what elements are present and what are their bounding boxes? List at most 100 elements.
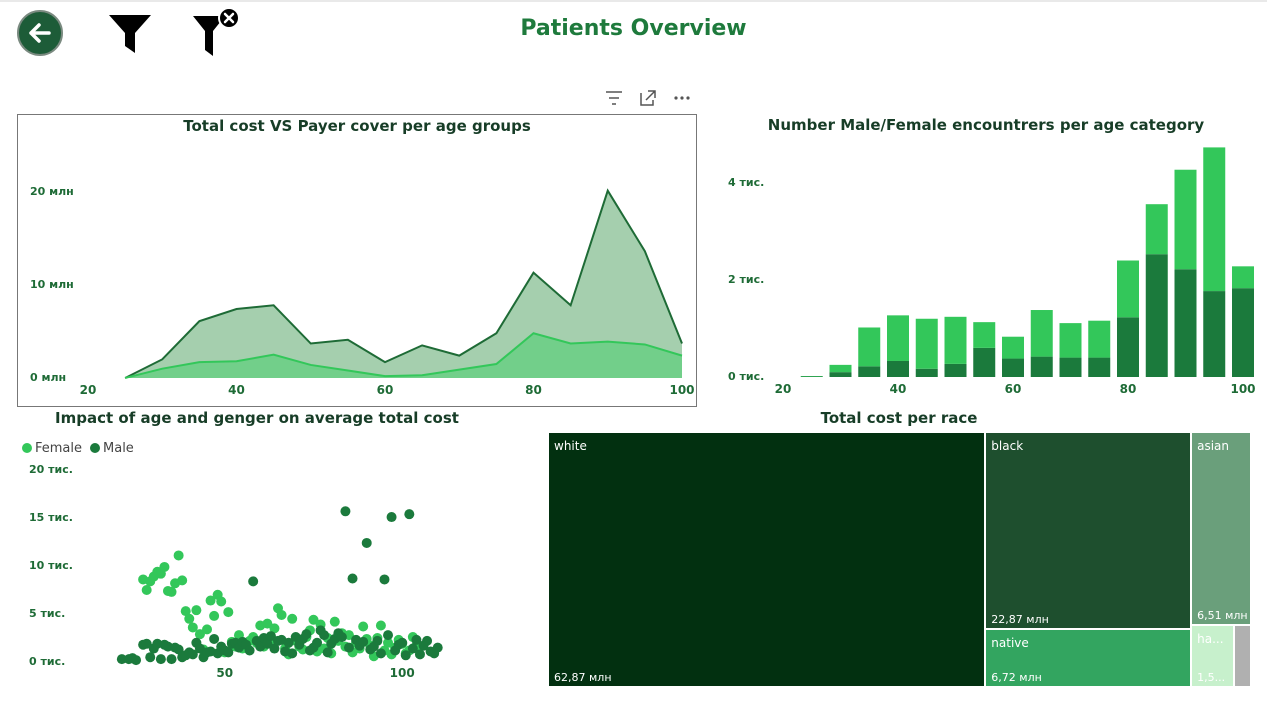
scatter-point-male[interactable] [372, 635, 383, 646]
scatter-point-male[interactable] [223, 647, 234, 658]
scatter-point-female[interactable] [223, 607, 234, 618]
scatter-point-male[interactable] [400, 650, 411, 661]
scatter-point-male[interactable] [407, 643, 418, 654]
cost-per-race-treemap[interactable]: white 62,87 млн black 22,87 млн native 6,72 м… [548, 432, 1251, 687]
scatter-point-male[interactable] [322, 647, 333, 658]
treemap-cell-native[interactable]: native 6,72 млн [985, 629, 1192, 687]
back-button[interactable] [17, 10, 63, 56]
bar-female[interactable] [1203, 147, 1226, 292]
scatter-point-male[interactable] [361, 537, 372, 548]
scatter-point-male[interactable] [301, 629, 312, 640]
scatter-point-male[interactable] [379, 574, 390, 585]
scatter-point-male[interactable] [173, 644, 184, 655]
scatter-point-female[interactable] [262, 618, 273, 629]
bar-male[interactable] [1002, 358, 1024, 377]
scatter-point-female[interactable] [269, 623, 280, 634]
scatter-point-male[interactable] [166, 654, 177, 665]
scatter-point-male[interactable] [336, 632, 347, 643]
treemap-cell-other[interactable] [1233, 624, 1251, 687]
bar-male[interactable] [858, 366, 881, 377]
bar-female[interactable] [1030, 310, 1053, 357]
scatter-point-male[interactable] [319, 630, 330, 641]
bar-female[interactable] [1088, 320, 1111, 358]
bar-female[interactable] [1002, 336, 1024, 359]
scatter-point-male[interactable] [209, 633, 220, 644]
scatter-point-male[interactable] [347, 573, 358, 584]
scatter-point-female[interactable] [329, 616, 340, 627]
scatter-point-female[interactable] [205, 595, 216, 606]
payer-cover-area[interactable] [125, 333, 682, 378]
scatter-point-male[interactable] [343, 642, 354, 653]
bar-male[interactable] [973, 347, 996, 377]
focus-mode-icon[interactable] [638, 88, 658, 108]
cost-vs-cover-chart[interactable]: Total cost VS Payer cover per age groups… [17, 114, 697, 407]
treemap-cell-ha[interactable]: ha... 1,5... [1191, 624, 1234, 687]
scatter-point-female[interactable] [202, 624, 213, 635]
scatter-point-male[interactable] [375, 648, 386, 659]
scatter-point-male[interactable] [432, 642, 443, 653]
scatter-point-male[interactable] [383, 630, 394, 641]
bar-male[interactable] [1174, 269, 1197, 377]
scatter-point-female[interactable] [187, 622, 198, 633]
scatter-point-male[interactable] [414, 649, 425, 660]
scatter-point-female[interactable] [177, 575, 188, 586]
scatter-point-male[interactable] [155, 654, 166, 665]
bar-female[interactable] [944, 316, 967, 364]
more-options-icon[interactable] [672, 88, 692, 108]
scatter-point-male[interactable] [269, 643, 280, 654]
scatter-point-female[interactable] [287, 613, 298, 624]
bar-male[interactable] [1145, 254, 1168, 377]
scatter-point-female[interactable] [383, 637, 394, 648]
scatter-point-female[interactable] [308, 614, 319, 625]
scatter-point-female[interactable] [375, 620, 386, 631]
clear-filter-button[interactable] [192, 7, 242, 58]
bar-female[interactable] [915, 318, 938, 369]
scatter-point-female[interactable] [216, 596, 227, 607]
scatter-point-male[interactable] [141, 638, 152, 649]
scatter-point-female[interactable] [276, 609, 287, 620]
bar-male[interactable] [1117, 317, 1139, 377]
scatter-point-male[interactable] [248, 576, 259, 587]
total-cost-area[interactable] [125, 190, 682, 378]
scatter-point-male[interactable] [358, 636, 369, 647]
scatter-point-male[interactable] [265, 631, 276, 642]
scatter-point-female[interactable] [358, 621, 369, 632]
scatter-point-male[interactable] [312, 637, 323, 648]
bar-female[interactable] [973, 322, 996, 348]
bar-female[interactable] [1117, 260, 1139, 318]
bar-male[interactable] [1088, 357, 1111, 377]
scatter-point-female[interactable] [166, 586, 177, 597]
scatter-point-male[interactable] [244, 645, 255, 656]
scatter-point-male[interactable] [287, 648, 298, 659]
bar-female[interactable] [1145, 204, 1168, 255]
bar-female[interactable] [829, 364, 852, 373]
scatter-point-male[interactable] [116, 654, 127, 665]
bar-male[interactable] [944, 363, 967, 377]
bar-male[interactable] [1203, 291, 1226, 377]
scatter-point-female[interactable] [184, 613, 195, 624]
treemap-cell-black[interactable]: black 22,87 млн [985, 432, 1192, 630]
scatter-point-male[interactable] [283, 637, 294, 648]
scatter-point-female[interactable] [159, 561, 170, 572]
scatter-point-female[interactable] [191, 605, 202, 616]
scatter-point-female[interactable] [180, 606, 191, 617]
scatter-point-male[interactable] [262, 638, 273, 649]
scatter-point-female[interactable] [173, 550, 184, 561]
filter-icon[interactable] [604, 88, 624, 108]
scatter-point-male[interactable] [397, 637, 408, 648]
scatter-point-female[interactable] [194, 629, 205, 640]
scatter-point-female[interactable] [141, 585, 152, 595]
bar-female[interactable] [1232, 266, 1254, 289]
scatter-point-male[interactable] [145, 652, 156, 663]
bar-male[interactable] [829, 372, 852, 377]
bar-female[interactable] [858, 327, 881, 367]
legend-item-male[interactable]: Male [90, 441, 134, 456]
legend-item-female[interactable]: Female [22, 441, 82, 456]
bar-female[interactable] [1059, 323, 1082, 358]
treemap-cell-white[interactable]: white 62,87 млн [548, 432, 986, 687]
scatter-point-male[interactable] [422, 635, 433, 646]
scatter-point-female[interactable] [209, 610, 220, 621]
bar-female[interactable] [1174, 169, 1197, 270]
bar-male[interactable] [915, 368, 938, 377]
scatter-point-male[interactable] [131, 655, 142, 666]
